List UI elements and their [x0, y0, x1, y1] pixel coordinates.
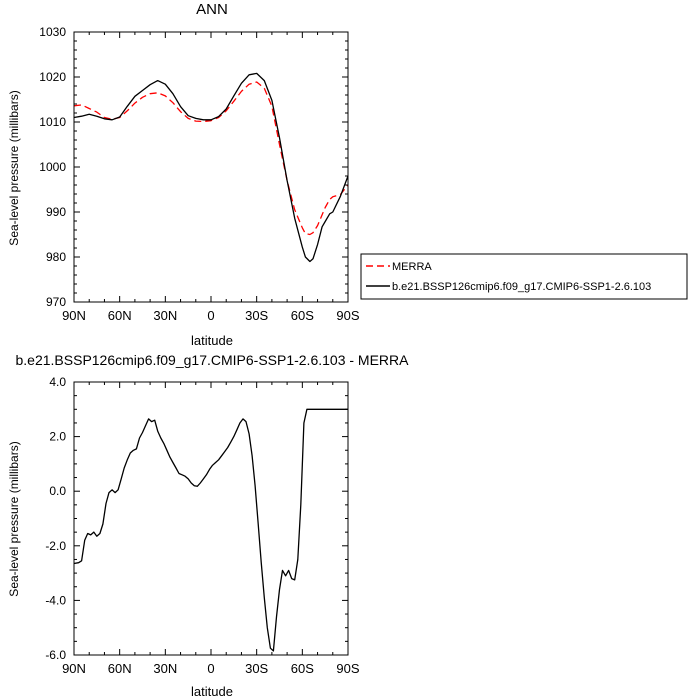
top-x-tick-label: 90S: [336, 308, 359, 323]
bottom-y-tick-label: 4.0: [49, 375, 66, 389]
legend: MERRA b.e21.BSSP126cmip6.f09_g17.CMIP6-S…: [360, 253, 688, 300]
bottom-x-tick-label: 90N: [62, 661, 86, 676]
top-y-tick-label: 1000: [39, 160, 66, 174]
top-x-tick-label: 60S: [291, 308, 314, 323]
bottom-y-tick-label: -4.0: [45, 593, 66, 607]
bottom-chart: 90N 60N 30N 0 30S 60S 90S -6.0 -4.0 -2.0 0.0 2.0 4.0: [45, 375, 360, 676]
top-x-tick-label: 90N: [62, 308, 86, 323]
top-y-tick-label: 1010: [39, 115, 66, 129]
bottom-plot-frame: [73, 381, 349, 656]
top-y-tick-label: 970: [46, 295, 66, 309]
bottom-x-tick-label: 60S: [291, 661, 314, 676]
top-series-line-0: [73, 81, 349, 236]
top-chart: 90N 60N 30N 0 30S 60S 90S 970 980 990 1000 1010 1020…: [39, 25, 360, 323]
bottom-x-tick-label: 0: [207, 661, 214, 676]
bottom-x-tick-label: 30N: [153, 661, 177, 676]
bottom-series-line-0: [73, 408, 348, 652]
bottom-y-tick-label: 2.0: [49, 430, 66, 444]
bottom-y-tick-label: -6.0: [45, 648, 66, 662]
bottom-x-tick-label: 30S: [245, 661, 268, 676]
top-chart-ylabel: Sea-level pressure (millibars): [7, 90, 21, 245]
top-x-tick-label: 30S: [245, 308, 268, 323]
top-series-line-1: [73, 72, 349, 263]
top-chart-title: ANN: [196, 1, 228, 18]
bottom-y-tick-label: -2.0: [45, 539, 66, 553]
top-plot-frame: [73, 31, 349, 303]
legend-label-merra: MERRA: [392, 261, 432, 273]
top-y-tick-label: 980: [46, 250, 66, 264]
bottom-x-tick-label: 60N: [108, 661, 132, 676]
bottom-y-tick-label: 0.0: [49, 484, 66, 498]
top-x-tick-label: 60N: [108, 308, 132, 323]
top-y-tick-label: 990: [46, 205, 66, 219]
top-chart-xlabel: latitude: [191, 333, 233, 348]
legend-box: [360, 253, 688, 300]
bottom-chart-ylabel: Sea-level pressure (millibars): [7, 441, 21, 596]
bottom-chart-xlabel: latitude: [191, 684, 233, 699]
top-y-tick-label: 1030: [39, 25, 66, 39]
top-x-tick-label: 0: [207, 308, 214, 323]
top-y-tick-label: 1020: [39, 70, 66, 84]
legend-label-model: b.e21.BSSP126cmip6.f09_g17.CMIP6-SSP1-2.…: [392, 281, 651, 293]
bottom-x-tick-label: 90S: [336, 661, 359, 676]
bottom-chart-title: b.e21.BSSP126cmip6.f09_g17.CMIP6-SSP1-2.…: [16, 352, 410, 368]
top-x-tick-label: 30N: [153, 308, 177, 323]
